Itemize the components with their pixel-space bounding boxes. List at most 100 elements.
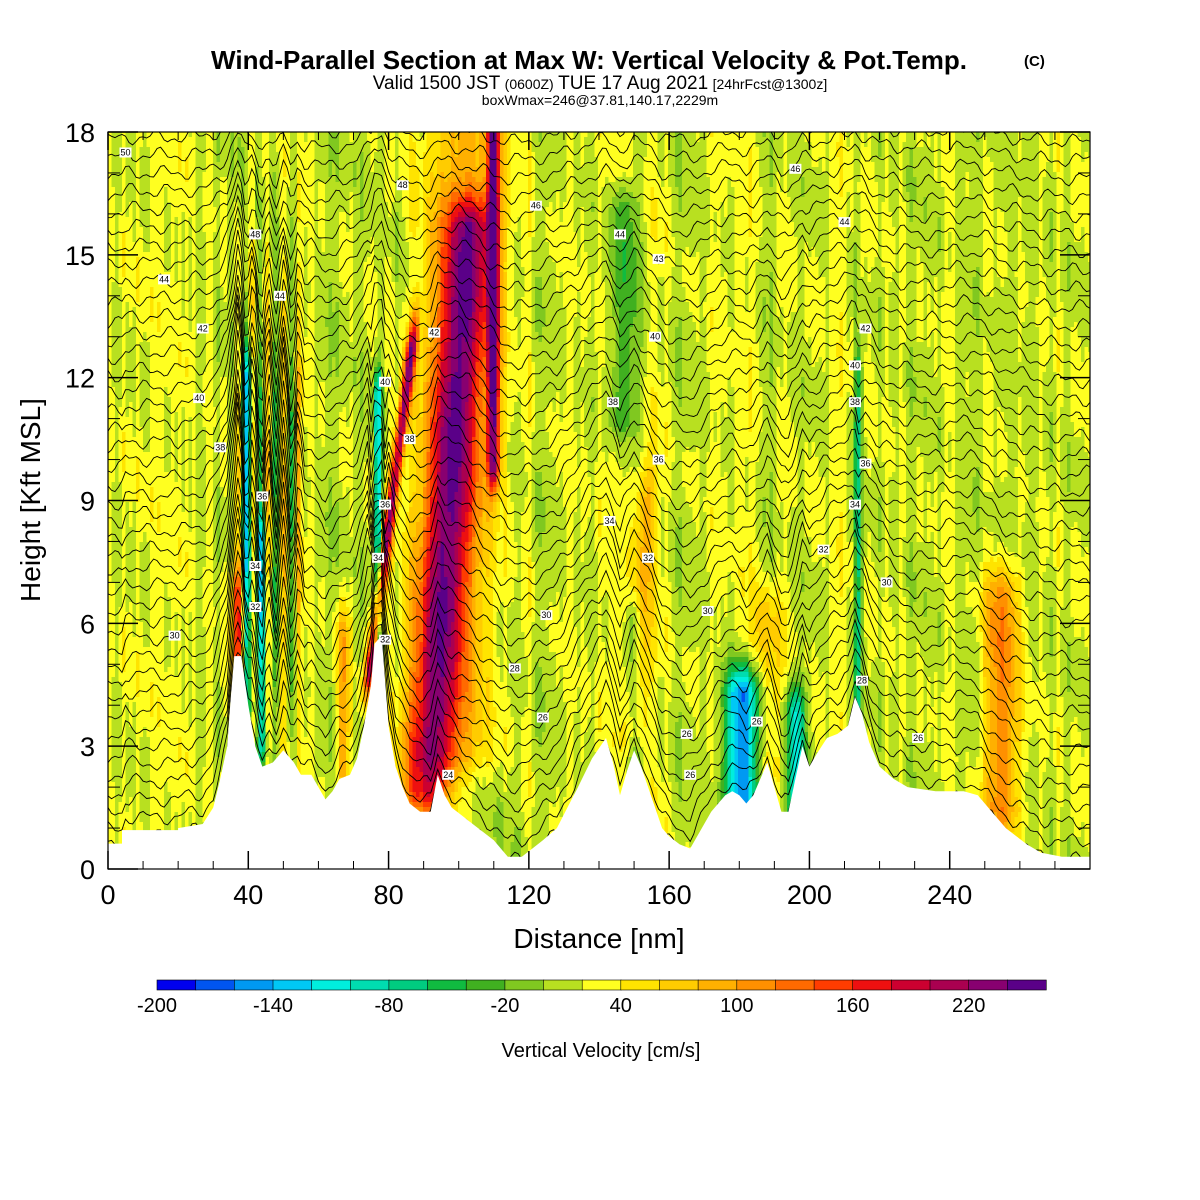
velocity-cell [178,577,183,583]
velocity-cell [213,617,218,623]
velocity-cell [174,502,179,508]
velocity-cell [192,522,197,528]
velocity-cell [171,567,176,573]
velocity-cell [220,692,225,698]
velocity-cell [111,452,116,458]
velocity-cell [139,152,144,158]
velocity-cell [195,702,200,708]
velocity-cell [216,642,221,648]
velocity-cell [132,827,137,833]
velocity-cell [185,367,190,373]
velocity-cell [157,592,162,598]
velocity-cell [171,167,176,173]
velocity-cell [160,442,165,448]
velocity-cell [146,177,151,183]
velocity-cell [122,702,127,708]
velocity-cell [146,337,151,343]
velocity-cell [125,752,130,758]
velocity-cell [136,767,141,773]
velocity-cell [216,247,221,253]
velocity-cell [115,612,120,618]
velocity-cell [143,692,148,698]
velocity-cell [157,417,162,423]
velocity-cell [178,437,183,443]
velocity-cell [185,377,190,383]
velocity-cell [206,652,211,658]
velocity-cell [108,367,113,373]
velocity-cell [143,792,148,798]
velocity-cell [174,512,179,518]
velocity-cell [115,247,120,253]
velocity-cell [181,542,186,548]
velocity-cell [132,177,137,183]
velocity-cell [178,377,183,383]
velocity-cell [108,482,113,488]
velocity-cell [216,727,221,733]
velocity-cell [216,232,221,238]
velocity-cell [188,352,193,358]
velocity-cell [178,657,183,663]
velocity-cell [167,697,172,703]
velocity-cell [153,792,158,798]
velocity-cell [199,682,204,688]
velocity-cell [174,247,179,253]
velocity-cell [181,597,186,603]
velocity-cell [167,582,172,588]
velocity-cell [146,737,151,743]
velocity-cell [157,492,162,498]
velocity-cell [146,347,151,353]
velocity-cell [171,272,176,278]
velocity-cell [132,757,137,763]
velocity-cell [171,577,176,583]
velocity-cell [146,652,151,658]
velocity-cell [108,522,113,528]
velocity-cell [178,762,183,768]
velocity-cell [195,512,200,518]
velocity-cell [160,247,165,253]
velocity-cell [108,632,113,638]
velocity-cell [136,417,141,423]
velocity-cell [153,812,158,818]
velocity-cell [174,482,179,488]
velocity-cell [143,642,148,648]
velocity-cell [178,382,183,388]
velocity-cell [125,457,130,463]
velocity-cell [185,532,190,538]
velocity-cell [164,197,169,203]
velocity-cell [164,537,169,543]
velocity-cell [132,187,137,193]
velocity-cell [220,532,225,538]
velocity-cell [132,717,137,723]
velocity-cell [216,512,221,518]
velocity-cell [150,432,155,438]
velocity-cell [206,452,211,458]
velocity-cell [185,392,190,398]
velocity-cell [132,182,137,188]
velocity-cell [160,812,165,818]
velocity-cell [108,202,113,208]
velocity-cell [185,742,190,748]
velocity-cell [223,217,228,223]
velocity-cell [118,422,123,428]
velocity-cell [164,252,169,258]
velocity-cell [223,282,228,288]
velocity-cell [136,807,141,813]
velocity-cell [206,417,211,423]
velocity-cell [206,517,211,523]
velocity-cell [178,492,183,498]
velocity-cell [150,697,155,703]
velocity-cell [220,567,225,573]
velocity-cell [132,362,137,368]
velocity-cell [122,372,127,378]
velocity-cell [118,787,123,793]
velocity-cell [206,262,211,268]
velocity-cell [206,187,211,193]
velocity-cell [115,332,120,338]
velocity-cell [171,642,176,648]
velocity-cell [185,602,190,608]
velocity-cell [209,752,214,758]
velocity-cell [160,287,165,293]
velocity-cell [195,707,200,713]
velocity-cell [188,752,193,758]
velocity-cell [192,657,197,663]
